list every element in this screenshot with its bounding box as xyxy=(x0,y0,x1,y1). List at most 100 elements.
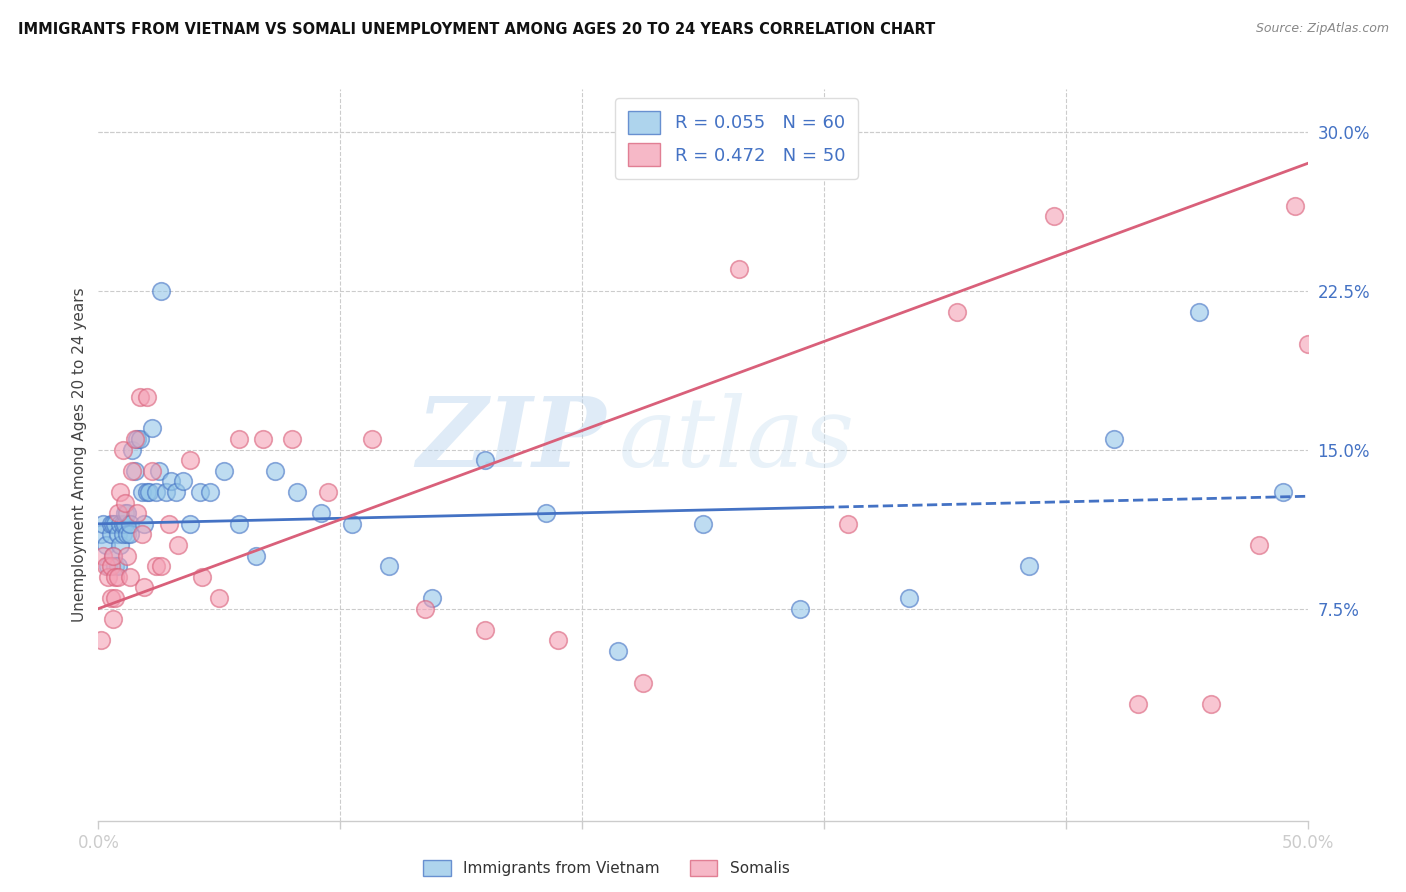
Point xyxy=(607,644,630,658)
Point xyxy=(124,432,146,446)
Point xyxy=(172,475,194,489)
Point xyxy=(107,527,129,541)
Point xyxy=(117,506,139,520)
Point xyxy=(104,559,127,574)
Point xyxy=(245,549,267,563)
Point xyxy=(1296,336,1319,351)
Point xyxy=(148,464,170,478)
Point xyxy=(135,390,157,404)
Point xyxy=(150,284,173,298)
Point xyxy=(100,516,122,531)
Point xyxy=(157,516,180,531)
Point xyxy=(104,516,127,531)
Point xyxy=(1128,697,1150,711)
Point xyxy=(90,527,112,541)
Point xyxy=(111,527,134,541)
Point xyxy=(1284,199,1306,213)
Point xyxy=(138,485,160,500)
Point xyxy=(179,516,201,531)
Point xyxy=(118,516,141,531)
Point xyxy=(1018,559,1040,574)
Point xyxy=(155,485,177,500)
Point xyxy=(107,570,129,584)
Point xyxy=(128,390,150,404)
Point xyxy=(135,485,157,500)
Point xyxy=(141,464,163,478)
Point xyxy=(150,559,173,574)
Point xyxy=(188,485,211,500)
Point xyxy=(108,485,131,500)
Point xyxy=(1272,485,1295,500)
Point xyxy=(107,506,129,520)
Point xyxy=(360,432,382,446)
Point xyxy=(474,453,496,467)
Point xyxy=(101,549,124,563)
Point xyxy=(167,538,190,552)
Point xyxy=(131,527,153,541)
Point xyxy=(165,485,187,500)
Point xyxy=(413,601,436,615)
Point xyxy=(1102,432,1125,446)
Point xyxy=(100,591,122,605)
Point xyxy=(127,432,149,446)
Point xyxy=(191,570,214,584)
Point xyxy=(114,516,136,531)
Point xyxy=(101,612,124,626)
Point xyxy=(309,506,332,520)
Point xyxy=(897,591,920,605)
Point xyxy=(107,559,129,574)
Text: ZIP: ZIP xyxy=(416,393,606,487)
Point xyxy=(316,485,339,500)
Point xyxy=(101,516,124,531)
Point xyxy=(946,305,969,319)
Point xyxy=(264,464,287,478)
Point xyxy=(100,559,122,574)
Point xyxy=(114,495,136,509)
Point xyxy=(1042,210,1064,224)
Point xyxy=(124,464,146,478)
Point xyxy=(108,538,131,552)
Point xyxy=(114,506,136,520)
Point xyxy=(534,506,557,520)
Point xyxy=(134,581,156,595)
Point xyxy=(212,464,235,478)
Point xyxy=(1199,697,1222,711)
Point xyxy=(342,516,364,531)
Point xyxy=(377,559,399,574)
Point xyxy=(228,432,250,446)
Point xyxy=(118,527,141,541)
Point xyxy=(547,633,569,648)
Point xyxy=(145,559,167,574)
Y-axis label: Unemployment Among Ages 20 to 24 years: Unemployment Among Ages 20 to 24 years xyxy=(72,287,87,623)
Text: Source: ZipAtlas.com: Source: ZipAtlas.com xyxy=(1256,22,1389,36)
Point xyxy=(728,262,751,277)
Point xyxy=(145,485,167,500)
Point xyxy=(104,570,127,584)
Point xyxy=(474,623,496,637)
Point xyxy=(141,421,163,435)
Point xyxy=(281,432,304,446)
Point xyxy=(108,516,131,531)
Point xyxy=(94,559,117,574)
Point xyxy=(90,633,112,648)
Point xyxy=(101,549,124,563)
Point xyxy=(121,464,143,478)
Point xyxy=(128,432,150,446)
Point xyxy=(118,570,141,584)
Point xyxy=(134,516,156,531)
Point xyxy=(131,485,153,500)
Point xyxy=(1188,305,1211,319)
Point xyxy=(198,485,221,500)
Point xyxy=(208,591,231,605)
Point xyxy=(111,516,134,531)
Point xyxy=(631,676,654,690)
Point xyxy=(160,475,183,489)
Point xyxy=(117,549,139,563)
Point xyxy=(111,442,134,457)
Text: atlas: atlas xyxy=(619,393,855,487)
Legend: Immigrants from Vietnam, Somalis: Immigrants from Vietnam, Somalis xyxy=(418,854,796,882)
Point xyxy=(94,538,117,552)
Point xyxy=(104,591,127,605)
Point xyxy=(837,516,859,531)
Point xyxy=(789,601,811,615)
